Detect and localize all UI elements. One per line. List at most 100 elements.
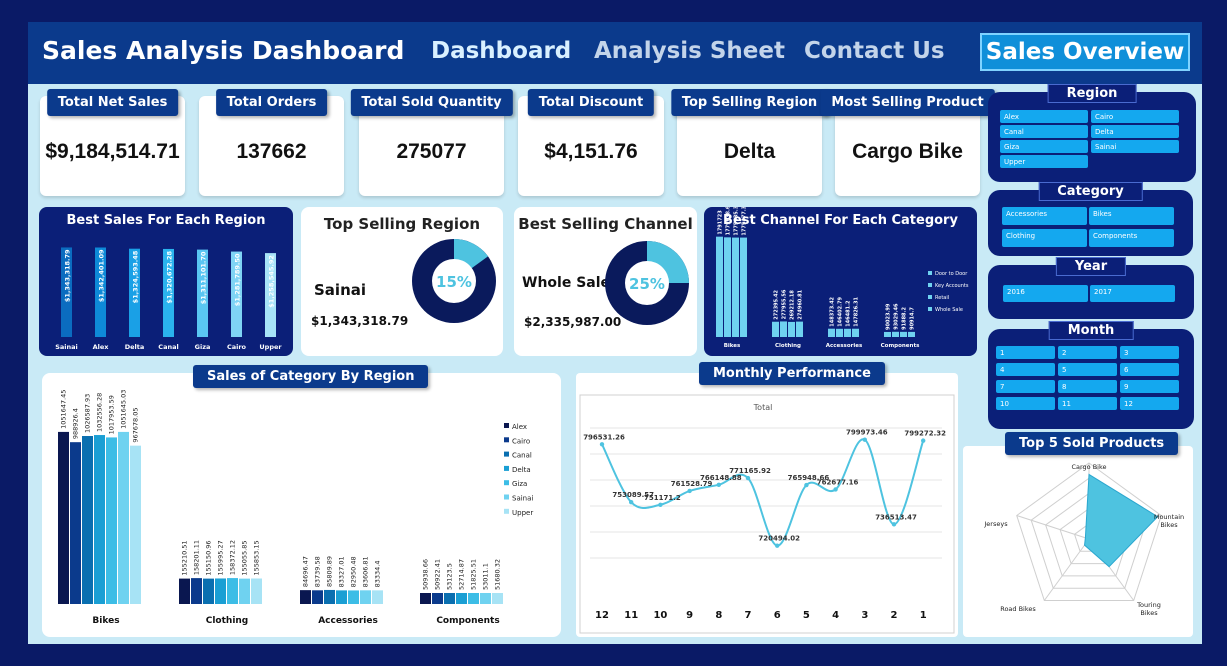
month-chip[interactable]: 2 (1058, 346, 1117, 359)
region-slicer-title: Region (1047, 84, 1137, 103)
channel-bar (772, 321, 779, 337)
best-channel-donut-panel: Best Selling Channel Whole Sale $2,335,9… (514, 207, 697, 356)
month-chip[interactable]: 3 (1120, 346, 1179, 359)
category-chip[interactable]: Components (1089, 229, 1174, 247)
region-bar-label: $1,342,401.09 (98, 249, 106, 302)
monthly-tick-label: 2 (891, 610, 898, 621)
region-chip[interactable]: Alex (1000, 110, 1088, 123)
radar-grid-ring (1016, 462, 1162, 601)
year-chip[interactable]: 2016 (1003, 285, 1088, 302)
category-region-bar (312, 590, 323, 604)
nav-analysis-sheet[interactable]: Analysis Sheet (594, 38, 785, 64)
best-channel-category-panel: Best Channel For Each Category 1791723 17… (704, 207, 977, 356)
radar-axis-label: Mountain Bikes (1154, 513, 1184, 529)
month-chip[interactable]: 7 (996, 380, 1055, 393)
radar-axis-label: Touring Bikes (1136, 601, 1161, 617)
category-region-bar-label: 83327.01 (338, 556, 346, 587)
monthly-plot-area (579, 394, 955, 634)
channel-bar-label: 93029.46 (894, 303, 900, 330)
channel-legend-swatch (928, 307, 932, 311)
region-tick-label: Upper (259, 343, 282, 351)
category-region-legend-swatch (504, 480, 509, 486)
year-chip[interactable]: 2017 (1090, 285, 1175, 302)
region-tick-label: Sainai (55, 343, 78, 351)
category-region-bar (348, 590, 359, 604)
top-region-donut-chart: 15% (412, 239, 496, 323)
category-region-bar (300, 590, 311, 604)
region-chip[interactable]: Upper (1000, 155, 1088, 168)
region-chip[interactable]: Sainai (1091, 140, 1179, 153)
sales-overview-button[interactable]: Sales Overview (980, 33, 1190, 71)
category-region-bar (118, 431, 129, 604)
channel-bar (732, 237, 739, 337)
category-region-bar-label: 51825.51 (470, 559, 478, 590)
kpi-value: Cargo Bike (852, 140, 963, 163)
month-chip[interactable]: 4 (996, 363, 1055, 376)
channel-bar (828, 328, 835, 337)
category-region-legend-swatch (504, 451, 509, 457)
kpi-total-orders: Total Orders 137662 (199, 89, 344, 196)
monthly-point-label: 766148.88 (700, 474, 742, 482)
category-chip[interactable]: Accessories (1002, 207, 1087, 225)
region-tick-label: Delta (125, 343, 145, 351)
region-bar-label: $1,320,672.28 (166, 250, 174, 303)
channel-bar (796, 321, 803, 337)
category-region-bar-label: 1051647.45 (60, 390, 68, 429)
month-chip[interactable]: 1 (996, 346, 1055, 359)
channel-bar-label: 90023.99 (886, 303, 892, 330)
nav-dashboard[interactable]: Dashboard (431, 38, 572, 64)
monthly-point (921, 438, 926, 443)
monthly-point (804, 482, 809, 488)
channel-bar-label: 1791723 (718, 210, 724, 235)
channel-bar (724, 237, 731, 337)
category-region-bar-label: 51680.32 (494, 559, 502, 590)
region-chip[interactable]: Delta (1091, 125, 1179, 138)
monthly-performance-title: Monthly Performance (699, 362, 885, 385)
region-tick-label: Cairo (227, 343, 247, 351)
monthly-tick-label: 11 (624, 610, 638, 621)
kpi-value: $9,184,514.71 (45, 140, 180, 163)
month-chip[interactable]: 10 (996, 397, 1055, 410)
category-region-bar-label: 155995.27 (217, 540, 225, 575)
nav-contact-us[interactable]: Contact Us (804, 38, 945, 64)
month-chip[interactable]: 12 (1120, 397, 1179, 410)
channel-legend-label: Key Accounts (935, 283, 969, 289)
channel-bar-label: 90914.7 (910, 307, 916, 330)
region-tick-label: Alex (93, 343, 110, 351)
region-chip[interactable]: Cairo (1091, 110, 1179, 123)
best-channel-donut-title: Best Selling Channel (518, 215, 693, 233)
month-chip[interactable]: 9 (1120, 380, 1179, 393)
category-region-bar (227, 578, 238, 604)
region-bar (95, 247, 106, 337)
month-chip[interactable]: 5 (1058, 363, 1117, 376)
region-tick-label: Canal (158, 343, 178, 351)
region-chip[interactable]: Giza (1000, 140, 1088, 153)
category-region-bar (372, 590, 383, 604)
category-slicer: Category Accessories Bikes Clothing Compone… (988, 182, 1193, 256)
category-region-bar-label: 1032556.28 (96, 393, 104, 432)
category-chip[interactable]: Bikes (1089, 207, 1174, 225)
monthly-performance-panel: Total 796531.26 12 753089.57 11 751171.2 10 761… (576, 373, 958, 637)
top-region-amount: $1,343,318.79 (311, 314, 409, 328)
dashboard-title: Sales Analysis Dashboard (42, 36, 405, 65)
category-region-tick-label: Bikes (92, 616, 119, 626)
category-region-title: Sales of Category By Region (193, 365, 429, 388)
kpi-label: Top Selling Region (670, 89, 829, 116)
month-chip[interactable]: 6 (1120, 363, 1179, 376)
radar-axis (1016, 515, 1090, 540)
category-region-bar (239, 578, 250, 604)
category-region-bar-label: 967678.05 (132, 407, 140, 442)
category-region-bar (82, 436, 93, 604)
channel-bar (908, 331, 915, 337)
region-chip[interactable]: Canal (1000, 125, 1088, 138)
channel-bar (740, 237, 747, 337)
category-region-bar-label: 158372.12 (229, 540, 237, 575)
month-chip[interactable]: 11 (1058, 397, 1117, 410)
month-slicer-title: Month (1048, 321, 1134, 340)
category-chip[interactable]: Clothing (1002, 229, 1087, 247)
top-region-donut-hole (432, 259, 476, 303)
channel-legend-label: Door to Door (935, 271, 968, 277)
month-chip[interactable]: 8 (1058, 380, 1117, 393)
category-region-bar-label: 155055.85 (241, 540, 249, 575)
category-region-bar-label: 1017953.59 (108, 395, 116, 434)
